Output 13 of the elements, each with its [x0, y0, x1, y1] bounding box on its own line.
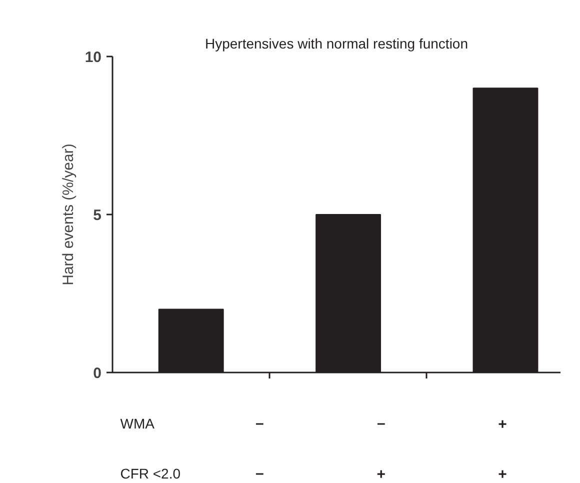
y-tick-label: 0	[93, 365, 102, 382]
text: –	[256, 465, 264, 482]
text: +	[376, 466, 386, 483]
text: +	[498, 466, 508, 483]
chart-title: Hypertensives with normal resting function	[204, 36, 468, 52]
text: –	[376, 415, 386, 432]
text: +	[498, 416, 508, 433]
y-axis-title: Hard events (%/year)	[60, 144, 77, 286]
text: WMA	[120, 416, 156, 432]
text: –	[256, 415, 264, 432]
y-tick-label: 10	[84, 49, 102, 66]
text: CFR <2.0	[120, 466, 181, 482]
y-tick-label: 5	[93, 207, 102, 224]
